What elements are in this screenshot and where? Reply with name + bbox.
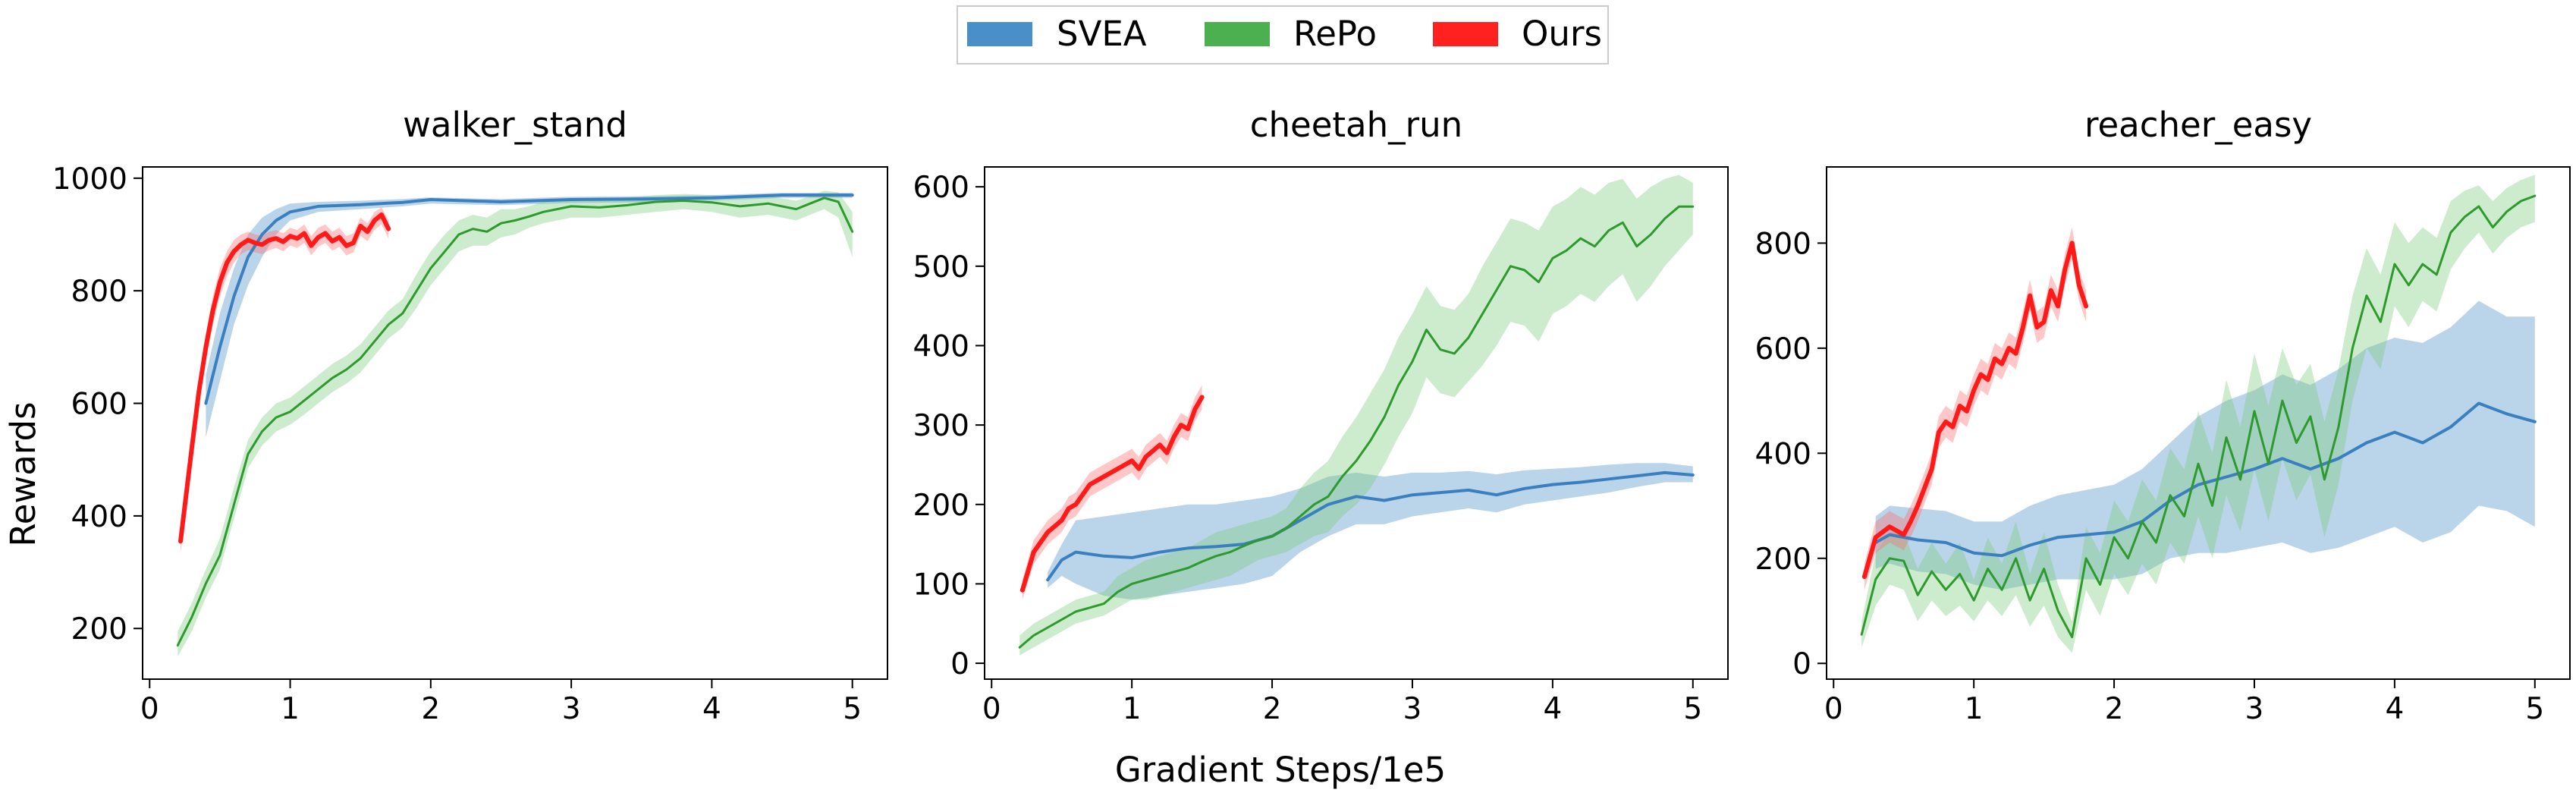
x-tick-label-cheetah-run-1: 1 bbox=[1123, 692, 1142, 726]
y-tick-label-walker-stand-400: 400 bbox=[71, 500, 127, 534]
legend-frame bbox=[957, 5, 1609, 64]
x-tick-label-reacher-easy-3: 3 bbox=[2245, 692, 2264, 726]
band-svea-cheetah-run bbox=[1048, 463, 1693, 600]
x-tick-label-reacher-easy-4: 4 bbox=[2385, 692, 2404, 726]
x-tick-label-cheetah-run-2: 2 bbox=[1263, 692, 1282, 726]
y-tick-label-cheetah-run-100: 100 bbox=[913, 568, 969, 602]
y-tick-label-reacher-easy-800: 800 bbox=[1755, 227, 1811, 261]
plot-area-cheetah-run bbox=[1018, 175, 1695, 656]
panel-reacher-easy: reacher_easy 0 1 2 3 4 5 0 200 400 600 800 bbox=[1755, 105, 2571, 726]
legend-label-repo: RePo bbox=[1293, 14, 1377, 54]
x-tick-label-walker-stand-3: 3 bbox=[562, 692, 581, 726]
legend-label-ours: Ours bbox=[1522, 14, 1602, 54]
x-tick-label-reacher-easy-2: 2 bbox=[2105, 692, 2124, 726]
plot-area-reacher-easy bbox=[1860, 175, 2537, 653]
y-tick-label-reacher-easy-200: 200 bbox=[1755, 543, 1811, 577]
x-tick-label-cheetah-run-3: 3 bbox=[1403, 692, 1422, 726]
legend-swatch-ours bbox=[1433, 22, 1498, 46]
y-tick-label-walker-stand-1000: 1000 bbox=[52, 162, 127, 197]
band-repo-walker-stand bbox=[177, 190, 853, 657]
y-tick-label-cheetah-run-200: 200 bbox=[913, 489, 969, 523]
axes-frame-reacher-easy bbox=[1826, 166, 2571, 680]
y-tick-label-cheetah-run-600: 600 bbox=[913, 171, 969, 205]
band-repo-reacher-easy bbox=[1861, 175, 2535, 653]
y-axis-label: Rewards bbox=[3, 401, 43, 546]
panel-title-reacher-easy: reacher_easy bbox=[2084, 105, 2312, 145]
band-repo-cheetah-run bbox=[1019, 175, 1693, 656]
y-tick-label-walker-stand-800: 800 bbox=[71, 275, 127, 309]
y-tick-label-walker-stand-600: 600 bbox=[71, 388, 127, 422]
x-tick-label-walker-stand-2: 2 bbox=[421, 692, 440, 726]
axes-frame-cheetah-run bbox=[984, 166, 1729, 680]
x-tick-label-walker-stand-0: 0 bbox=[140, 692, 159, 726]
axes-frame-walker-stand bbox=[142, 166, 888, 680]
band-ours-cheetah-run bbox=[1022, 385, 1202, 600]
line-ours-reacher-easy bbox=[1861, 241, 2089, 579]
panel-title-cheetah-run: cheetah_run bbox=[1250, 105, 1462, 145]
x-tick-label-reacher-easy-1: 1 bbox=[1965, 692, 1984, 726]
x-tick-label-cheetah-run-0: 0 bbox=[982, 692, 1001, 726]
y-tick-label-cheetah-run-0: 0 bbox=[950, 647, 969, 681]
y-tick-label-reacher-easy-0: 0 bbox=[1792, 647, 1811, 681]
x-tick-label-cheetah-run-5: 5 bbox=[1683, 692, 1702, 726]
band-svea-reacher-easy bbox=[1875, 300, 2535, 590]
y-tick-label-reacher-easy-400: 400 bbox=[1755, 437, 1811, 471]
legend-label-svea: SVEA bbox=[1057, 14, 1147, 54]
x-tick-label-walker-stand-5: 5 bbox=[843, 692, 862, 726]
line-repo-reacher-easy bbox=[1860, 194, 2537, 639]
panel-title-walker-stand: walker_stand bbox=[403, 105, 627, 145]
y-tick-label-walker-stand-200: 200 bbox=[71, 612, 127, 647]
x-axis-label: Gradient Steps/1e5 bbox=[1115, 750, 1446, 790]
x-tick-label-walker-stand-1: 1 bbox=[281, 692, 300, 726]
y-tick-label-reacher-easy-600: 600 bbox=[1755, 332, 1811, 367]
x-tick-label-cheetah-run-4: 4 bbox=[1543, 692, 1562, 726]
y-tick-label-cheetah-run-300: 300 bbox=[913, 409, 969, 443]
line-ours-walker-stand bbox=[178, 212, 391, 544]
line-svea-walker-stand bbox=[204, 193, 854, 405]
line-svea-reacher-easy bbox=[1874, 401, 2537, 558]
legend-swatch-svea bbox=[967, 22, 1032, 46]
line-ours-cheetah-run bbox=[1019, 395, 1205, 593]
line-repo-cheetah-run bbox=[1018, 205, 1695, 649]
y-tick-label-cheetah-run-400: 400 bbox=[913, 329, 969, 363]
plot-area-walker-stand bbox=[176, 190, 854, 657]
panel-walker-stand: walker_stand 0 1 2 3 4 5 200 400 600 800 1000 bbox=[52, 105, 888, 726]
y-tick-label-cheetah-run-500: 500 bbox=[913, 250, 969, 285]
x-tick-label-reacher-easy-0: 0 bbox=[1824, 692, 1843, 726]
line-svea-cheetah-run bbox=[1046, 470, 1695, 582]
x-tick-label-reacher-easy-5: 5 bbox=[2525, 692, 2544, 726]
legend: SVEA RePo Ours bbox=[957, 5, 1609, 64]
band-svea-walker-stand bbox=[206, 193, 853, 437]
legend-swatch-repo bbox=[1205, 22, 1270, 46]
x-tick-label-walker-stand-4: 4 bbox=[702, 692, 721, 726]
panel-cheetah-run: cheetah_run 0 1 2 3 4 5 0 100 200 300 400 500 600 bbox=[913, 105, 1729, 726]
line-repo-walker-stand bbox=[176, 197, 854, 647]
